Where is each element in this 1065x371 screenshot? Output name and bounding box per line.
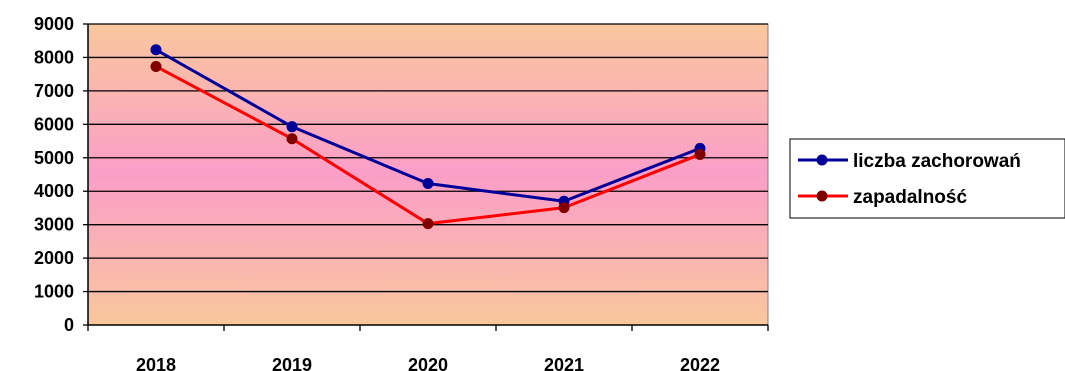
x-tick-label: 2020 (408, 355, 448, 371)
y-tick-label: 6000 (34, 114, 74, 134)
y-tick-label: 8000 (34, 47, 74, 67)
axes (87, 24, 768, 326)
y-tick-label: 3000 (34, 215, 74, 235)
x-tick-label: 2018 (136, 355, 176, 371)
y-tick-label: 9000 (34, 14, 74, 34)
gridlines (88, 23, 768, 293)
x-tick-label: 2021 (544, 355, 584, 371)
data-point-1-1 (286, 133, 298, 145)
legend-label-1: zapadalność (853, 187, 967, 208)
x-tick-label: 2019 (272, 355, 312, 371)
y-tick-label: 2000 (34, 248, 74, 268)
x-tick-label: 2022 (680, 355, 720, 371)
series-group (150, 44, 706, 230)
y-axis-ticks: 0 1000 2000 3000 4000 5000 6000 7000 8000 9000 (34, 14, 88, 335)
data-point-1-2 (422, 218, 434, 230)
y-tick-label: 0 (64, 315, 74, 335)
y-tick-label: 1000 (34, 282, 74, 302)
y-tick-label: 5000 (34, 148, 74, 168)
legend-box (789, 138, 1065, 219)
data-point-0-0 (150, 44, 162, 56)
y-tick-label: 4000 (34, 181, 74, 201)
legend-label-0: liczba zachorowań (853, 151, 1021, 172)
data-point-1-4 (694, 148, 706, 160)
data-point-1-0 (150, 60, 162, 72)
y-tick-label: 7000 (34, 81, 74, 101)
legend-marker-0 (816, 154, 828, 166)
legend-marker-1 (816, 190, 828, 202)
data-point-1-3 (558, 202, 570, 214)
legend: liczba zachorowań zapadalność (789, 138, 1065, 219)
data-point-0-2 (422, 178, 434, 190)
data-point-0-1 (286, 121, 298, 133)
x-axis-ticks: 2018 2019 2020 2021 2022 (87, 325, 769, 371)
